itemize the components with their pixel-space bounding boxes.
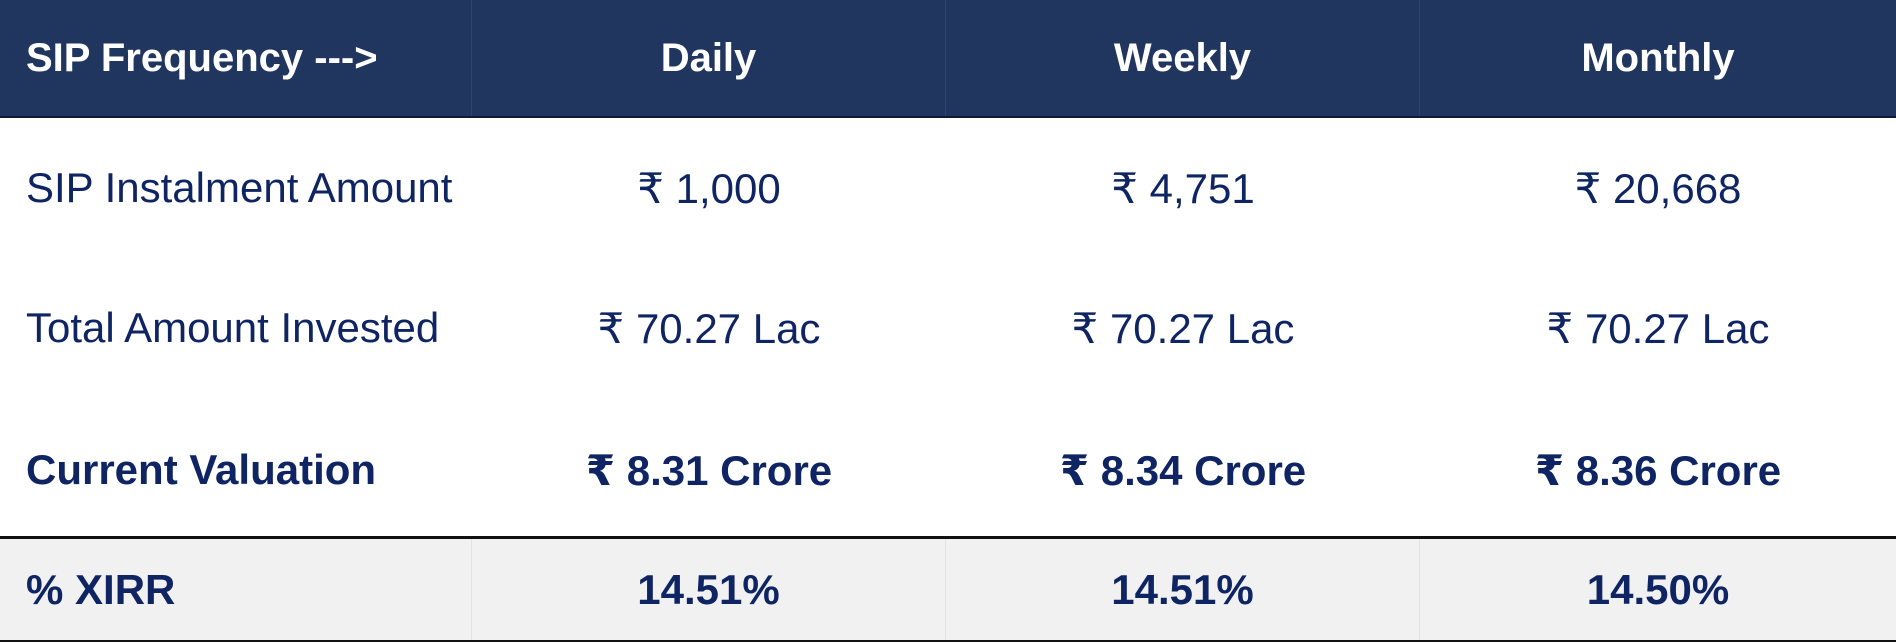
cell-monthly: ₹ 20,668 (1574, 164, 1742, 212)
cell-daily: ₹ 1,000 (637, 164, 781, 212)
header-cell-monthly: Monthly (1581, 35, 1735, 80)
table-row-current-valuation: Current Valuation ₹ 8.31 Crore ₹ 8.34 Cr… (0, 408, 1896, 532)
cell-monthly: ₹ 70.27 Lac (1546, 304, 1770, 352)
cell-monthly: ₹ 8.36 Crore (1534, 446, 1782, 494)
table-footer-row-xirr: % XIRR 14.51% 14.51% 14.50% (0, 539, 1896, 642)
cell-weekly: ₹ 4,751 (1111, 164, 1255, 212)
cell-daily: ₹ 8.31 Crore (585, 446, 833, 494)
footer-cell-weekly: 14.51% (946, 539, 1420, 640)
table-divider (0, 536, 1896, 539)
header-cell-weekly: Weekly (946, 0, 1420, 116)
row-label: SIP Instalment Amount (26, 164, 453, 211)
row-label: Current Valuation (26, 446, 377, 493)
header-cell-daily: Daily (472, 0, 946, 116)
cell-weekly: ₹ 70.27 Lac (1071, 304, 1295, 352)
row-label: Total Amount Invested (26, 304, 440, 351)
table-row-total-amount-invested: Total Amount Invested ₹ 70.27 Lac ₹ 70.2… (0, 266, 1896, 390)
footer-cell-monthly: 14.50% (1586, 565, 1730, 613)
table-row-sip-instalment-amount: SIP Instalment Amount ₹ 1,000 ₹ 4,751 ₹ … (0, 126, 1896, 250)
cell-weekly: ₹ 8.34 Crore (1059, 446, 1307, 494)
header-cell-sip-frequency: SIP Frequency ---> (0, 0, 472, 116)
footer-label: % XIRR (0, 539, 472, 640)
footer-cell-daily: 14.51% (472, 539, 946, 640)
table-header-row: SIP Frequency ---> Daily Weekly Monthly (0, 0, 1896, 118)
cell-daily: ₹ 70.27 Lac (597, 304, 821, 352)
